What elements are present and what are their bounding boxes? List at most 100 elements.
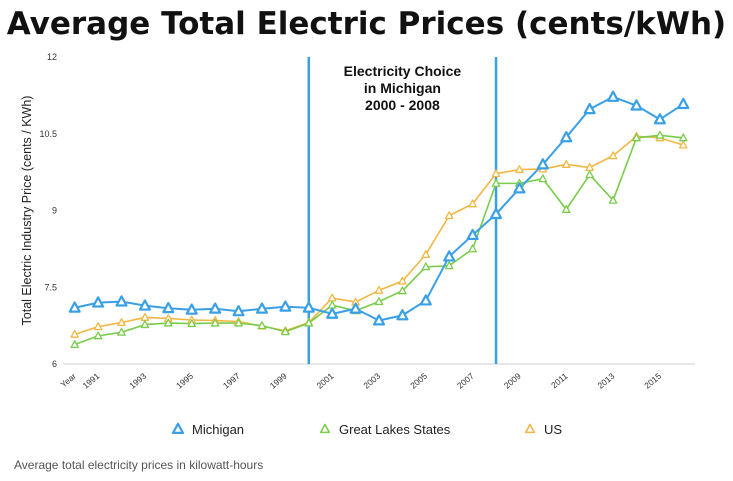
annotation-text: Electricity Choice (344, 63, 462, 79)
data-point (608, 195, 618, 204)
data-point (327, 293, 337, 302)
data-point (419, 294, 432, 306)
data-point (489, 207, 503, 220)
data-point (117, 327, 126, 336)
data-point (68, 301, 81, 313)
x-tick-label: 2001 (315, 371, 336, 391)
data-point (632, 133, 641, 142)
data-point (653, 113, 666, 125)
y-tick-label: 10.5 (39, 129, 57, 139)
data-point (538, 174, 548, 183)
data-point (679, 140, 688, 149)
y-axis-label: Total Electric Industry Price (cents / K… (20, 96, 34, 326)
data-point (138, 299, 151, 311)
data-point (372, 314, 386, 326)
data-point (468, 199, 477, 208)
data-point (187, 319, 197, 328)
data-point (398, 286, 407, 295)
legend-label: US (544, 422, 562, 437)
data-point (444, 211, 454, 220)
legend: Michigan Great Lakes States US (171, 422, 562, 437)
data-point (327, 300, 337, 309)
series-layer (68, 90, 690, 349)
data-point (398, 276, 407, 285)
data-point (326, 307, 339, 319)
data-point (491, 178, 501, 187)
data-point (421, 262, 431, 271)
data-point (491, 169, 501, 178)
data-point (585, 163, 594, 172)
x-tick-label: 2009 (502, 371, 523, 391)
chart-title: Average Total Electric Prices (cents/kWh… (6, 6, 727, 42)
data-point (560, 131, 573, 143)
figure-caption: Average total electricity prices in kilo… (14, 458, 264, 472)
data-point (585, 170, 594, 179)
data-point (257, 321, 267, 330)
legend-marker (524, 423, 536, 434)
data-point (164, 318, 173, 327)
x-tick-label: 2013 (595, 371, 616, 391)
data-point (279, 300, 292, 312)
data-point (396, 309, 409, 321)
data-point (349, 302, 362, 314)
data-point (561, 159, 571, 168)
data-point (468, 244, 477, 253)
data-point (421, 250, 431, 259)
x-tick-label: 2007 (455, 371, 476, 391)
data-point (234, 318, 243, 327)
x-tick-label: 1993 (127, 371, 148, 391)
data-point (607, 90, 620, 102)
legend-marker (171, 422, 185, 434)
data-point (583, 102, 596, 115)
data-point (679, 133, 688, 142)
legend-item: Great Lakes States (319, 422, 451, 437)
data-point (115, 295, 128, 307)
data-point (255, 302, 269, 314)
data-point (443, 250, 456, 262)
data-point (185, 303, 198, 315)
legend-item: Michigan (171, 422, 244, 437)
data-point (561, 205, 571, 213)
x-tick-label: 1991 (80, 371, 101, 391)
y-tick-label: 6 (52, 359, 57, 369)
y-tick-label: 9 (52, 206, 57, 216)
y-tick-label: 7.5 (44, 282, 57, 292)
x-tick-label: 2003 (361, 371, 382, 391)
annotation-text: in Michigan (364, 80, 441, 96)
legend-item: US (524, 422, 562, 437)
data-point (209, 302, 222, 314)
data-point (162, 301, 175, 314)
x-tick-label: 1995 (174, 371, 195, 391)
data-point (304, 318, 314, 327)
data-point (513, 182, 526, 194)
data-point (374, 297, 384, 306)
data-point (374, 285, 384, 294)
data-point (70, 329, 79, 338)
data-point (93, 322, 103, 331)
data-point (140, 312, 150, 321)
data-point (655, 130, 665, 139)
legend-label: Great Lakes States (339, 422, 451, 437)
x-tick-label: 2005 (408, 371, 429, 391)
x-tick-label: 2015 (642, 371, 663, 391)
data-point (515, 165, 524, 174)
data-point (281, 327, 290, 336)
x-tick-label: Year (58, 371, 78, 390)
axes: 6 7.5 9 10.5 12 Total Electric Industry Price… (20, 52, 695, 391)
x-tick-label: 1997 (221, 371, 242, 391)
data-point (117, 318, 126, 327)
data-point (92, 296, 105, 308)
data-point (210, 318, 220, 327)
annotation-text: 2000 - 2008 (365, 97, 440, 113)
x-tick-label: 1999 (268, 371, 289, 391)
legend-label: Michigan (192, 422, 244, 437)
legend-marker (319, 423, 331, 434)
data-point (140, 320, 150, 329)
data-point (232, 304, 245, 317)
x-tick-label: 2011 (549, 371, 570, 391)
data-point (93, 331, 103, 340)
data-point (677, 97, 690, 110)
data-point (466, 228, 479, 241)
data-point (70, 340, 79, 349)
data-point (444, 261, 454, 270)
